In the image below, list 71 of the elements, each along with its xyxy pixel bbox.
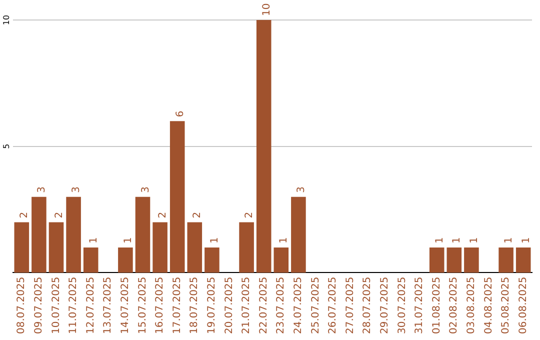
x-tick-label: 04.08.2025 (483, 276, 494, 334)
x-tick-label: 08.07.2025 (16, 276, 28, 334)
bar (135, 196, 150, 273)
x-tick-label: 11.07.2025 (68, 276, 80, 334)
bar (83, 247, 98, 273)
data-label: 1 (434, 237, 446, 244)
x-tick-label: 10.07.2025 (50, 276, 62, 334)
x-tick-label: 26.07.2025 (328, 276, 339, 334)
bar (429, 247, 444, 273)
x-tick-label: 16.07.2025 (154, 276, 166, 334)
data-label: 1 (504, 237, 515, 244)
data-label: 6 (174, 110, 186, 118)
bar (152, 222, 168, 273)
x-tick-label: 03.08.2025 (466, 276, 478, 334)
x-tick-label: 05.08.2025 (500, 276, 512, 334)
data-label: 1 (210, 237, 221, 244)
data-label: 2 (192, 212, 204, 218)
data-label: 3 (140, 186, 152, 193)
x-tick-label: 13.07.2025 (102, 276, 114, 334)
bar (274, 247, 289, 273)
x-tick-label: 25.07.2025 (310, 276, 322, 334)
x-tick-label: 18.07.2025 (189, 276, 200, 334)
bar (204, 247, 220, 273)
data-label: 1 (278, 237, 290, 244)
data-label: 1 (469, 237, 480, 244)
x-tick-label: 09.07.2025 (34, 276, 45, 334)
x-tick-label: 30.07.2025 (396, 276, 408, 334)
data-label: 3 (296, 186, 308, 193)
data-label: 3 (36, 186, 48, 193)
bar (446, 247, 462, 273)
bar (48, 222, 64, 273)
data-label: 10 (261, 3, 272, 16)
bar (32, 196, 46, 273)
x-tick-label: 01.08.2025 (431, 276, 442, 334)
x-tick-label: 19.07.2025 (206, 276, 218, 334)
y-tick-label: 5 (2, 144, 12, 149)
bar (498, 247, 514, 273)
data-label: 2 (244, 212, 256, 218)
x-tick-label: 02.08.2025 (448, 276, 460, 334)
bar (118, 247, 133, 273)
bar (187, 222, 202, 273)
bar (14, 222, 30, 273)
bar (239, 222, 254, 273)
data-label: 3 (71, 186, 82, 193)
x-tick-label: 24.07.2025 (293, 276, 304, 334)
bar (66, 196, 81, 273)
data-label: 1 (88, 237, 100, 244)
data-label: 1 (520, 237, 532, 244)
data-label: 2 (19, 212, 30, 218)
x-tick-label: 14.07.2025 (120, 276, 132, 334)
x-tick-label: 31.07.2025 (414, 276, 426, 334)
data-label: 1 (452, 237, 463, 244)
x-tick-label: 17.07.2025 (172, 276, 183, 334)
x-tick-label: 23.07.2025 (276, 276, 287, 334)
data-label: 1 (123, 237, 134, 244)
bar (256, 20, 272, 273)
bar (464, 247, 479, 273)
x-tick-label: 21.07.2025 (241, 276, 252, 334)
x-tick-label: 27.07.2025 (344, 276, 356, 334)
x-tick-label: 06.08.2025 (518, 276, 529, 334)
x-tick-label: 12.07.2025 (85, 276, 96, 334)
x-tick-label: 15.07.2025 (137, 276, 148, 334)
bar (291, 196, 306, 273)
data-label: 2 (54, 212, 65, 218)
x-tick-label: 29.07.2025 (380, 276, 391, 334)
x-tick-label: 28.07.2025 (362, 276, 374, 334)
x-tick-label: 20.07.2025 (224, 276, 235, 334)
data-label: 2 (158, 212, 169, 218)
bar (170, 121, 185, 273)
x-tick-label: 22.07.2025 (258, 276, 270, 334)
bar (516, 247, 531, 273)
